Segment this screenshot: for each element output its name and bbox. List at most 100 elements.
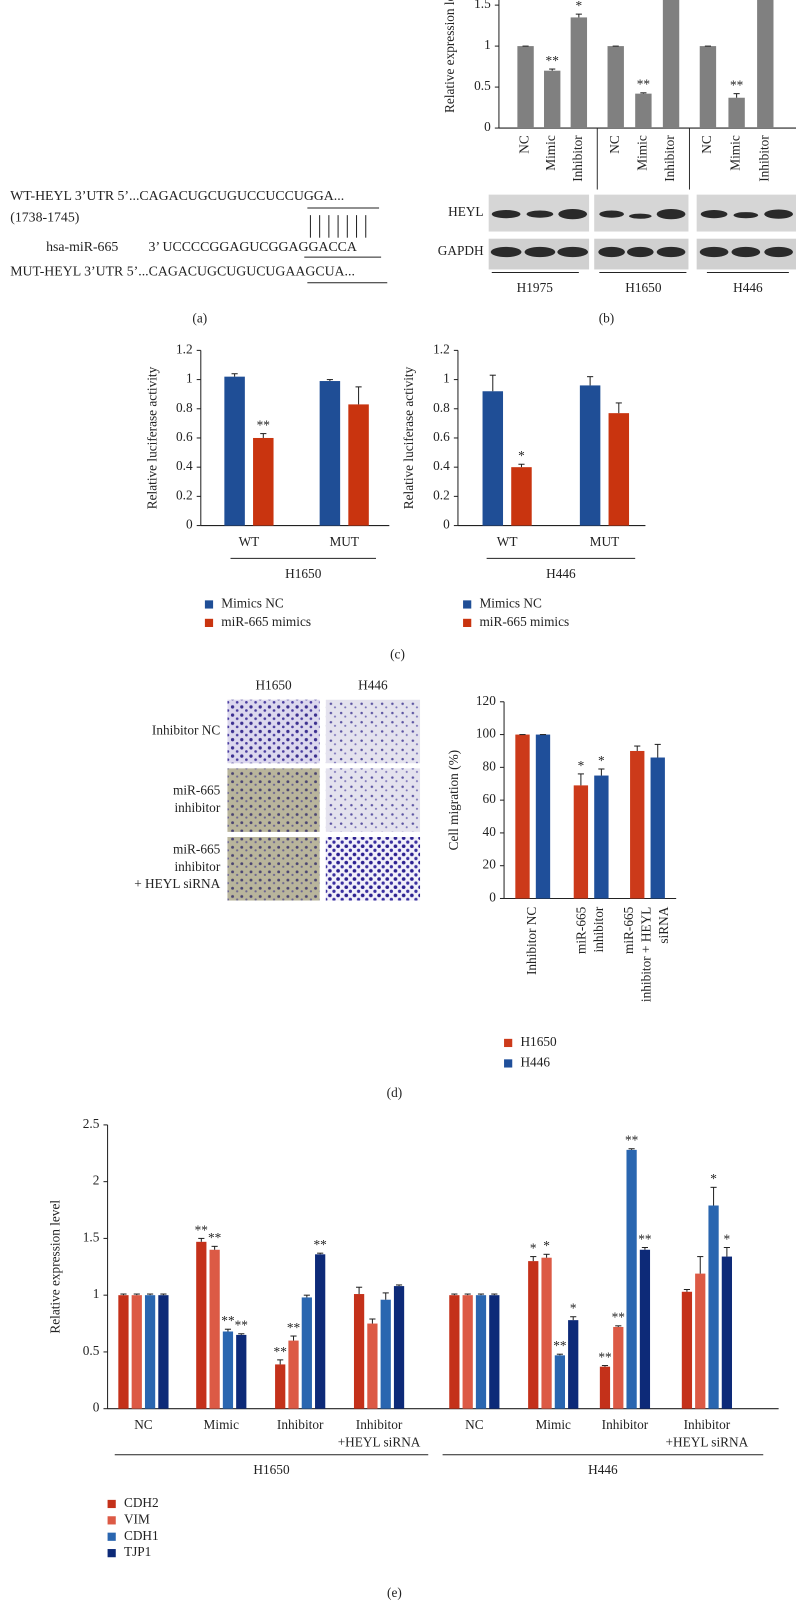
y-tick-label: 0.4 xyxy=(176,458,193,473)
significance: * xyxy=(570,1301,577,1316)
bar xyxy=(695,1273,706,1409)
bar xyxy=(380,1299,391,1409)
y-tick-label: 0.8 xyxy=(433,400,450,415)
blot-row-label: GAPDH xyxy=(438,243,484,258)
x-tick-label: MUT xyxy=(329,534,359,549)
x-tick-label: NC xyxy=(134,1417,153,1432)
significance: * xyxy=(710,1171,717,1186)
y-tick-label: 0 xyxy=(186,517,193,532)
x-tick-label: NC xyxy=(699,135,714,154)
significance: ** xyxy=(625,1133,639,1148)
blot-row-label: HEYL xyxy=(448,204,483,219)
bar xyxy=(196,1241,207,1409)
significance: ** xyxy=(546,53,560,68)
micrograph-column: H1650 xyxy=(255,677,292,692)
y-tick-label: 0.8 xyxy=(176,400,193,415)
bar xyxy=(728,97,745,129)
legend-swatch xyxy=(107,1532,116,1541)
bar xyxy=(118,1295,129,1409)
x-tick-label: Inhibitor xyxy=(277,1417,324,1432)
y-tick-label: 0.2 xyxy=(433,487,450,502)
significance: ** xyxy=(314,1237,328,1252)
bar xyxy=(367,1323,378,1409)
x-tick-label: Inhibitor +HEYL siRNA xyxy=(666,1417,749,1449)
y-tick-label: 0.5 xyxy=(474,78,491,93)
group-label: H1650 xyxy=(253,1462,290,1477)
significance: ** xyxy=(637,77,651,92)
x-tick-label: miR-665 inhibitor + HEYL siRNA xyxy=(621,906,671,1002)
legend-swatch xyxy=(204,618,214,627)
x-tick-label: Inhibitor +HEYL siRNA xyxy=(338,1417,421,1449)
legend-label: miR-665 mimics xyxy=(221,614,311,629)
y-tick-label: 0.4 xyxy=(433,458,450,473)
bar xyxy=(517,46,534,129)
legend-label: H446 xyxy=(520,1054,550,1069)
bar xyxy=(570,17,588,129)
significance: ** xyxy=(553,1338,567,1353)
legend-swatch xyxy=(504,1038,513,1048)
y-tick-label: 120 xyxy=(476,693,496,708)
legend-swatch xyxy=(107,1549,116,1558)
x-tick-label: Inhibitor xyxy=(756,135,771,182)
bar xyxy=(209,1249,220,1409)
x-tick-label: Mimic xyxy=(728,135,743,171)
significance: * xyxy=(724,1231,731,1246)
micrograph-row: Inhibitor NC xyxy=(152,723,220,738)
bar xyxy=(535,734,551,899)
micrograph-column: H446 xyxy=(358,677,388,692)
bar xyxy=(579,385,601,526)
bar xyxy=(635,93,652,129)
y-tick-label: 0 xyxy=(484,119,491,134)
panel-label: (e) xyxy=(387,1585,402,1600)
y-tick-label: 20 xyxy=(483,857,497,872)
y-tick-label: 80 xyxy=(483,758,497,773)
significance: ** xyxy=(257,417,271,432)
mirna-sequence: 3’ UCCCCGGAGUCGGAGGACCA xyxy=(149,239,357,254)
significance: ** xyxy=(612,1310,626,1325)
y-tick-label: 0 xyxy=(489,890,496,905)
y-axis-label: Relative expression level xyxy=(442,0,457,113)
bar xyxy=(253,437,274,526)
y-tick-label: 2.5 xyxy=(83,1116,100,1131)
bar xyxy=(301,1297,312,1409)
y-axis-label: Cell migration (%) xyxy=(446,750,461,850)
cell-line-label: H1975 xyxy=(517,280,554,295)
bar xyxy=(573,785,589,899)
x-tick-label: Inhibitor xyxy=(602,1417,649,1432)
legend-swatch xyxy=(204,600,214,609)
figure-content: WT-HEYL 3’UTR 5’...CAGACUGCUGUCCUCCUGGA.… xyxy=(10,0,796,1600)
bar xyxy=(158,1295,169,1409)
panel-label: (a) xyxy=(192,311,207,326)
bar xyxy=(708,1205,719,1409)
bar xyxy=(353,1294,365,1409)
significance: * xyxy=(543,1238,550,1253)
micrographs xyxy=(227,699,421,901)
bar xyxy=(608,413,630,526)
x-tick-label: Mimic xyxy=(204,1417,240,1432)
legend-swatch xyxy=(107,1516,116,1525)
y-tick-label: 1 xyxy=(443,371,450,386)
legend-label: miR-665 mimics xyxy=(479,614,569,629)
bar xyxy=(288,1340,299,1409)
significance: ** xyxy=(730,78,744,93)
cell-line-label: H446 xyxy=(733,280,763,295)
bar xyxy=(131,1295,142,1409)
y-tick-label: 1 xyxy=(484,37,491,52)
bar xyxy=(613,1326,624,1409)
x-tick-label: NC xyxy=(517,135,532,154)
bar xyxy=(224,376,245,526)
y-axis-label: Relative luciferase activity xyxy=(401,366,416,509)
significance: ** xyxy=(208,1230,222,1245)
legend-label: Mimics NC xyxy=(221,596,284,611)
bar xyxy=(462,1295,473,1409)
significance: * xyxy=(598,753,605,768)
x-tick-label: Inhibitor NC xyxy=(524,907,539,975)
significance: ** xyxy=(274,1344,288,1359)
y-tick-label: 0.5 xyxy=(83,1343,100,1358)
y-tick-label: 0 xyxy=(443,517,450,532)
significance: * xyxy=(518,448,525,463)
significance: * xyxy=(576,0,583,13)
bar xyxy=(348,404,369,526)
bar xyxy=(630,750,645,899)
y-axis-label: Relative expression level xyxy=(47,1200,62,1334)
